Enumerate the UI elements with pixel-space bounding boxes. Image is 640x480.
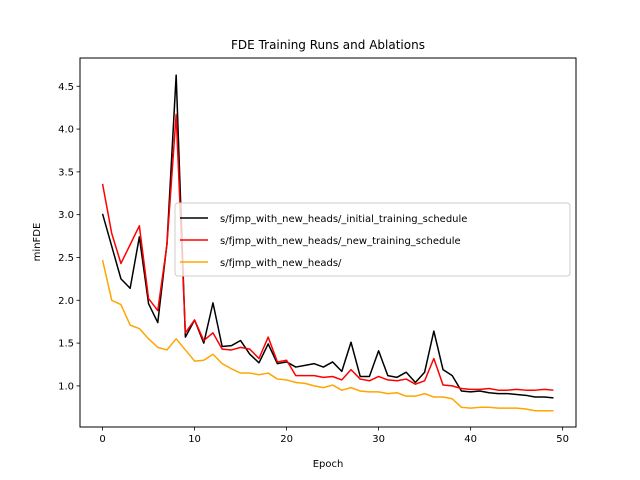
x-tick-label: 10: [188, 434, 201, 445]
y-tick-label: 1.0: [58, 381, 74, 392]
y-tick-label: 3.0: [58, 210, 74, 221]
legend-label-3: s/fjmp_with_new_heads/: [220, 258, 342, 269]
y-axis: 1.0 1.5 2.0 2.5 3.0 3.5 4.0 4.5: [58, 82, 80, 392]
x-tick-label: 50: [556, 434, 569, 445]
plot-frame: [79, 57, 577, 428]
series-layer: [101, 74, 554, 412]
y-tick-label: 2.5: [58, 253, 74, 264]
y-tick-label: 2.0: [58, 296, 74, 307]
legend-box: [174, 202, 571, 277]
series-line-1: [101, 74, 554, 399]
x-tick-label: 40: [464, 434, 477, 445]
legend-label-1: s/fjmp_with_new_heads/_initial_training_…: [220, 214, 467, 225]
x-tick-label: 20: [280, 434, 293, 445]
series-line-2: [101, 113, 554, 391]
chart-title: FDE Training Runs and Ablations: [231, 38, 425, 52]
x-tick-label: 0: [99, 434, 105, 445]
y-tick-label: 3.5: [58, 167, 74, 178]
legend: s/fjmp_with_new_heads/_initial_training_…: [174, 202, 571, 277]
x-axis-label: Epoch: [313, 459, 344, 470]
series-line-3: [101, 259, 554, 412]
x-tick-label: 30: [372, 434, 385, 445]
y-tick-label: 1.5: [58, 339, 74, 350]
y-tick-label: 4.0: [58, 125, 74, 136]
y-tick-label: 4.5: [58, 82, 74, 93]
x-axis: 0 10 20 30 40 50: [99, 427, 569, 445]
y-axis-label: minFDE: [32, 223, 43, 262]
legend-label-2: s/fjmp_with_new_heads/_new_training_sche…: [220, 236, 461, 247]
